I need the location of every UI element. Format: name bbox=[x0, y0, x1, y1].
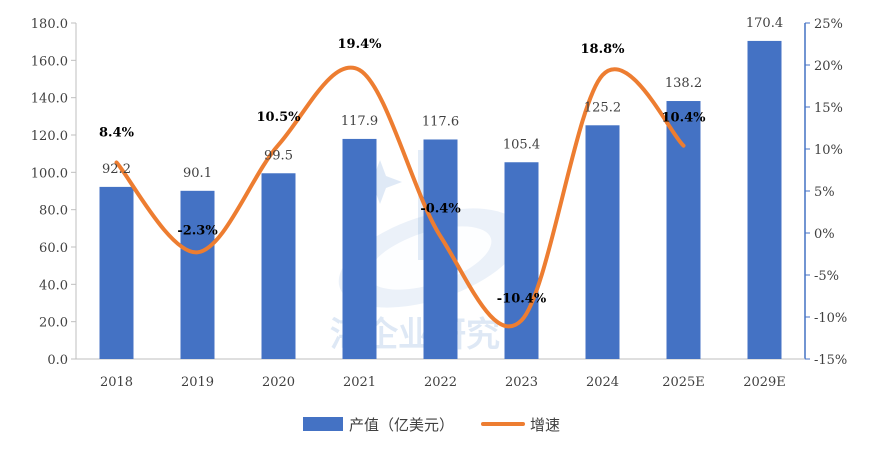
bar-value-label: 99.5 bbox=[264, 148, 293, 163]
growth-line bbox=[114, 65, 686, 329]
legend-line-label: 增速 bbox=[530, 416, 560, 434]
legend-bar-label: 产值（亿美元） bbox=[349, 416, 454, 434]
growth-value-label: -2.3% bbox=[177, 223, 218, 238]
right-y-tick-label: 15% bbox=[814, 101, 843, 116]
bar-value-label: 105.4 bbox=[503, 137, 540, 152]
right-y-tick-label: 10% bbox=[814, 143, 843, 158]
bar-value-label: 125.2 bbox=[584, 100, 621, 115]
legend-bar-swatch bbox=[303, 417, 343, 431]
x-tick-label: 2018 bbox=[100, 375, 133, 390]
left-y-tick-label: 180.0 bbox=[31, 17, 68, 32]
x-tick-label: 2019 bbox=[181, 375, 214, 390]
bar-value-label: 138.2 bbox=[665, 76, 702, 91]
x-tick-label: 2025E bbox=[662, 375, 705, 390]
right-y-tick-label: 5% bbox=[814, 185, 835, 200]
bar-value-label: 90.1 bbox=[183, 166, 212, 181]
bar bbox=[180, 190, 215, 359]
growth-value-label: 10.5% bbox=[256, 110, 301, 125]
left-y-tick-label: 60.0 bbox=[39, 241, 68, 256]
x-tick-label: 2029E bbox=[743, 375, 786, 390]
bar bbox=[666, 101, 701, 359]
bar bbox=[423, 139, 458, 359]
left-y-tick-label: 120.0 bbox=[31, 129, 68, 144]
bar-value-label: 117.6 bbox=[422, 114, 459, 129]
left-y-tick-label: 20.0 bbox=[39, 316, 68, 331]
bar bbox=[504, 162, 539, 359]
right-y-tick-label: -15% bbox=[814, 353, 847, 368]
bar-value-label: 92.2 bbox=[102, 162, 131, 177]
growth-value-label: -10.4% bbox=[497, 291, 547, 306]
right-y-tick-label: 20% bbox=[814, 59, 843, 74]
bar bbox=[99, 186, 134, 359]
left-y-tick-label: 160.0 bbox=[31, 54, 68, 69]
bar bbox=[261, 173, 296, 359]
left-y-tick-label: 80.0 bbox=[39, 204, 68, 219]
growth-value-label: 18.8% bbox=[580, 42, 625, 57]
growth-value-label: -0.4% bbox=[420, 201, 461, 216]
x-tick-label: 2022 bbox=[424, 375, 457, 390]
bar bbox=[585, 125, 620, 359]
x-tick-label: 2020 bbox=[262, 375, 295, 390]
bar-value-label: 117.9 bbox=[341, 114, 378, 129]
growth-value-label: 19.4% bbox=[337, 37, 382, 52]
left-y-tick-label: 140.0 bbox=[31, 92, 68, 107]
left-y-tick-label: 40.0 bbox=[39, 278, 68, 293]
x-tick-label: 2024 bbox=[586, 375, 619, 390]
right-y-tick-label: -5% bbox=[814, 269, 839, 284]
right-y-tick-label: -10% bbox=[814, 311, 847, 326]
left-y-tick-label: 100.0 bbox=[31, 166, 68, 181]
bar-value-label: 170.4 bbox=[746, 16, 783, 31]
right-y-tick-label: 25% bbox=[814, 17, 843, 32]
growth-value-label: 10.4% bbox=[661, 111, 706, 126]
growth-value-label: 8.4% bbox=[99, 125, 135, 140]
bar bbox=[747, 40, 782, 360]
bar bbox=[342, 138, 377, 359]
x-tick-label: 2023 bbox=[505, 375, 538, 390]
left-y-tick-label: 0.0 bbox=[47, 353, 68, 368]
right-y-tick-label: 0% bbox=[814, 227, 835, 242]
x-tick-label: 2021 bbox=[343, 375, 376, 390]
